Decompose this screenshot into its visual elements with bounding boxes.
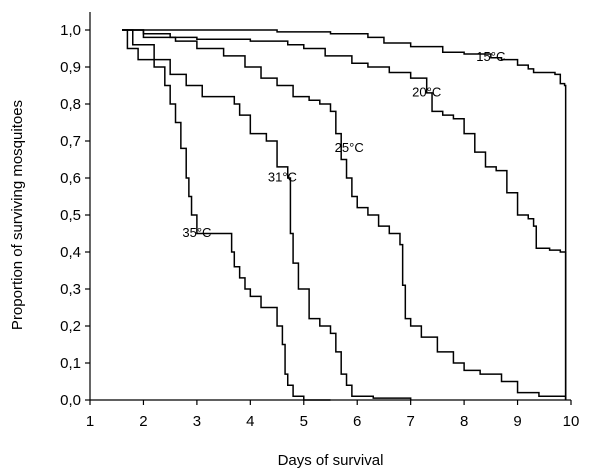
y-tick-label: 0,3: [60, 281, 81, 298]
x-tick-label: 2: [139, 413, 147, 430]
curve-20c: [122, 29, 567, 400]
label-25c: 25°C: [335, 140, 364, 155]
y-ticks: 0,0 0,1 0,2 0,3 0,4 0,5 0,6 0,7 0,8 0,9 1,0: [60, 22, 90, 409]
x-tick-label: 4: [246, 413, 254, 430]
y-tick-label: 0,7: [60, 133, 81, 150]
curve-25c: [122, 29, 567, 400]
x-tick-label: 10: [563, 413, 580, 430]
x-axis-title: Days of survival: [278, 452, 384, 469]
x-tick-label: 8: [460, 413, 468, 430]
y-tick-label: 0,9: [60, 59, 81, 76]
x-tick-label: 6: [353, 413, 361, 430]
x-tick-label: 3: [193, 413, 201, 430]
y-tick-label: 0,0: [60, 392, 81, 409]
label-15c: 15°C: [476, 49, 505, 64]
y-tick-label: 0,8: [60, 96, 81, 113]
y-tick-label: 0,4: [60, 244, 81, 261]
series-labels: 15°C 20°C 25°C 31°C 35°C: [182, 49, 505, 240]
x-tick-label: 7: [406, 413, 414, 430]
survival-curves: [122, 29, 567, 401]
curve-31c: [122, 29, 412, 400]
label-31c: 31°C: [268, 169, 297, 184]
y-tick-label: 0,2: [60, 318, 81, 335]
x-ticks: 1 2 3 4 5 6 7 8 9 10: [86, 400, 580, 430]
y-tick-label: 0,6: [60, 170, 81, 187]
x-tick-label: 5: [300, 413, 308, 430]
label-20c: 20°C: [412, 84, 441, 99]
x-tick-label: 1: [86, 413, 94, 430]
y-tick-label: 0,5: [60, 207, 81, 224]
curve-15c: [122, 29, 567, 400]
curve-35c: [122, 29, 331, 401]
axes: [89, 12, 571, 401]
y-tick-label: 0,1: [60, 355, 81, 372]
y-tick-label: 1,0: [60, 22, 81, 39]
y-axis-title: Proportion of surviving mosquitoes: [9, 100, 26, 330]
x-tick-label: 9: [513, 413, 521, 430]
label-35c: 35°C: [182, 225, 211, 240]
